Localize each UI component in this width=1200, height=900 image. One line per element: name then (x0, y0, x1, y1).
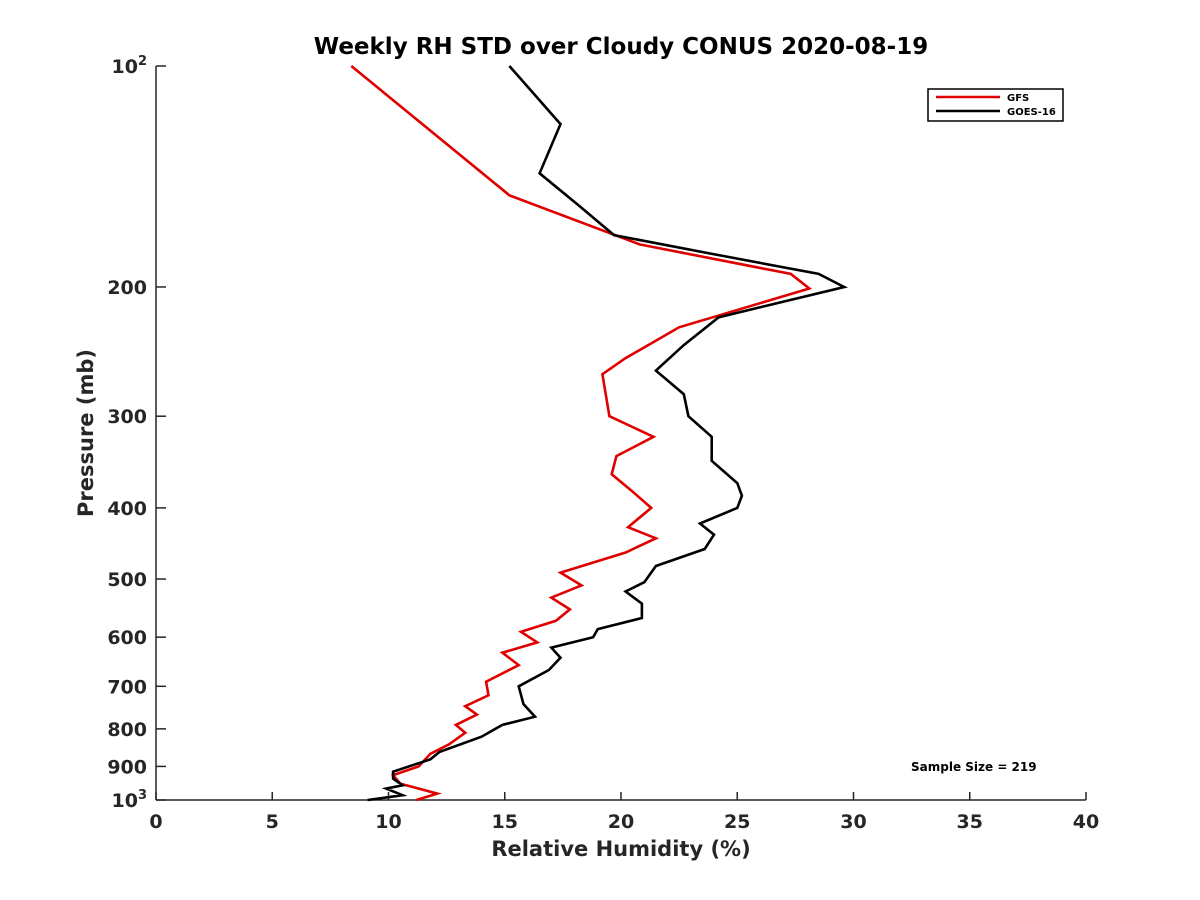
x-tick-label: 5 (266, 811, 279, 833)
legend: GFS GOES-16 (927, 88, 1064, 122)
x-tick-label: 40 (1073, 811, 1099, 833)
x-tick-label: 10 (375, 811, 401, 833)
y-axis-label: Pressure (mb) (74, 349, 98, 517)
y-tick-label: 600 (107, 627, 147, 649)
chart-title: Weekly RH STD over Cloudy CONUS 2020-08-… (314, 34, 928, 60)
series-line-gfs (350, 64, 813, 802)
x-tick-label: 20 (608, 811, 634, 833)
x-axis-label: Relative Humidity (%) (491, 837, 750, 861)
y-tick-label: 800 (107, 719, 147, 741)
plot-area (155, 66, 1086, 801)
series-line-goes-16 (367, 65, 848, 802)
sample-size-annotation: Sample Size = 219 (911, 760, 1037, 774)
y-tick-label: 300 (107, 406, 147, 428)
x-axis-ticks: 0 5 10 15 20 25 30 35 40 (149, 792, 1099, 833)
y-tick-label: 500 (107, 569, 147, 591)
y-tick-label: 103 (112, 788, 148, 812)
y-tick-label: 900 (107, 756, 147, 778)
y-tick-label: 102 (112, 54, 148, 78)
y-tick-label: 400 (107, 498, 147, 520)
y-axis-ticks: 102 200 300 400 500 600 700 800 900 103 (107, 54, 166, 812)
y-tick-label: 200 (107, 277, 147, 299)
x-tick-label: 35 (957, 811, 983, 833)
x-tick-label: 30 (840, 811, 866, 833)
legend-label-goes16: GOES-16 (1007, 107, 1056, 118)
y-tick-label: 700 (107, 676, 147, 698)
legend-box (927, 88, 1064, 122)
series-layer (350, 64, 848, 802)
legend-label-gfs: GFS (1007, 93, 1029, 104)
x-tick-label: 15 (492, 811, 518, 833)
x-tick-label: 0 (149, 811, 162, 833)
x-tick-label: 25 (724, 811, 750, 833)
